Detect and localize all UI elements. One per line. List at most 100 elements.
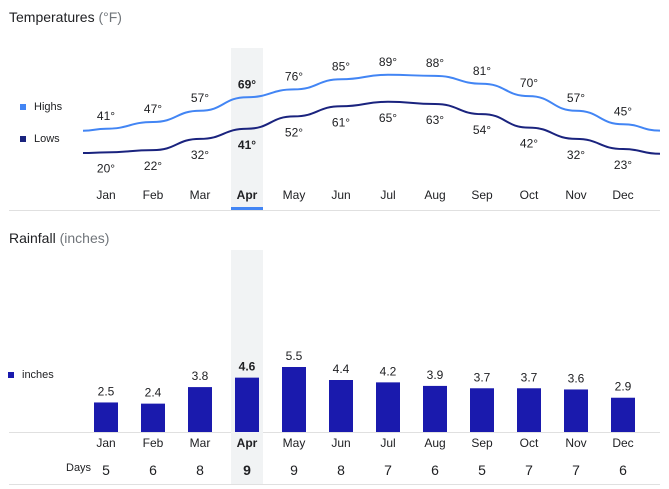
- lows-label-nov: 32°: [567, 148, 585, 162]
- rainfall-month-label-sep: Sep: [471, 436, 493, 450]
- temperature-month-label-jun: Jun: [331, 188, 350, 202]
- rainfall-value-jan: 2.5: [98, 384, 115, 398]
- rainfall-bar-jan: [94, 402, 118, 432]
- lows-label-aug: 63°: [426, 113, 444, 127]
- rain-days-aug: 6: [431, 462, 439, 478]
- rainfall-bar-feb: [141, 403, 165, 432]
- legend-lows: Lows: [20, 133, 60, 145]
- highs-label-jul: 89°: [379, 55, 397, 69]
- temperature-month-label-dec: Dec: [612, 188, 633, 202]
- rainfall-value-nov: 3.6: [568, 371, 585, 385]
- rainfall-month-label-mar: Mar: [190, 436, 211, 450]
- lows-label-jun: 61°: [332, 115, 350, 129]
- rainfall-bar-jun: [329, 380, 353, 432]
- rainfall-bar-jul: [376, 382, 400, 432]
- highs-label-sep: 81°: [473, 64, 491, 78]
- rainfall-month-label-jun: Jun: [331, 436, 350, 450]
- rainfall-value-may: 5.5: [286, 349, 303, 363]
- selected-column-rainfall: [231, 250, 263, 485]
- temperature-month-label-nov: Nov: [565, 188, 586, 202]
- highs-label-oct: 70°: [520, 76, 538, 90]
- legend-rainfall-swatch: [8, 372, 14, 378]
- lows-label-dec: 23°: [614, 158, 632, 172]
- temperature-month-label-jan: Jan: [96, 188, 115, 202]
- legend-rainfall: inches: [8, 369, 54, 381]
- rainfall-value-dec: 2.9: [615, 380, 632, 394]
- selected-month-indicator: [231, 207, 263, 210]
- lows-label-jul: 65°: [379, 111, 397, 125]
- highs-label-mar: 57°: [191, 91, 209, 105]
- highs-label-nov: 57°: [567, 91, 585, 105]
- highs-label-jan: 41°: [97, 109, 115, 123]
- rainfall-bar-may: [282, 367, 306, 432]
- rainfall-value-jun: 4.4: [333, 362, 350, 376]
- temperature-month-label-mar: Mar: [190, 188, 211, 202]
- rainfall-month-label-jul: Jul: [380, 436, 395, 450]
- rainfall-value-apr: 4.6: [239, 360, 256, 374]
- rainfall-value-aug: 3.9: [427, 368, 444, 382]
- rainfall-month-label-may: May: [283, 436, 306, 450]
- temperature-month-label-oct: Oct: [520, 188, 539, 202]
- rainfall-month-label-jan: Jan: [96, 436, 115, 450]
- rain-days-oct: 7: [525, 462, 533, 478]
- temperature-unit: (°F): [98, 9, 122, 25]
- legend-lows-swatch: [20, 136, 26, 142]
- lows-label-feb: 22°: [144, 159, 162, 173]
- rain-days-jan: 5: [102, 462, 110, 478]
- rainfall-month-label-oct: Oct: [520, 436, 539, 450]
- highs-label-may: 76°: [285, 69, 303, 83]
- lows-label-apr: 41°: [238, 138, 256, 152]
- rain-days-jul: 7: [384, 462, 392, 478]
- rainfall-month-label-apr: Apr: [237, 436, 258, 450]
- temperature-month-label-sep: Sep: [471, 188, 493, 202]
- rainfall-title-text: Rainfall: [9, 230, 56, 246]
- temperature-title-text: Temperatures: [9, 9, 95, 25]
- rainfall-bar-dec: [611, 397, 635, 432]
- rainfall-bar-sep: [470, 388, 494, 432]
- rainfall-value-sep: 3.7: [474, 370, 491, 384]
- legend-highs-swatch: [20, 104, 26, 110]
- rain-days-sep: 5: [478, 462, 486, 478]
- legend-rainfall-label: inches: [22, 369, 54, 381]
- rain-days-nov: 7: [572, 462, 580, 478]
- legend-lows-label: Lows: [34, 133, 60, 145]
- rainfall-month-label-dec: Dec: [612, 436, 633, 450]
- temperature-title: Temperatures (°F): [9, 9, 122, 25]
- rainfall-month-label-aug: Aug: [424, 436, 445, 450]
- lows-line: [82, 100, 661, 155]
- rainfall-value-jul: 4.2: [380, 364, 397, 378]
- days-row-label: Days: [66, 462, 92, 474]
- highs-label-feb: 47°: [144, 102, 162, 116]
- rainfall-value-feb: 2.4: [145, 386, 162, 400]
- lows-label-mar: 32°: [191, 148, 209, 162]
- bottom-divider: [9, 484, 660, 485]
- lows-label-oct: 42°: [520, 137, 538, 151]
- rain-days-may: 9: [290, 462, 298, 478]
- highs-label-jun: 85°: [332, 59, 350, 73]
- rainfall-bar-aug: [423, 385, 447, 432]
- rainfall-unit: (inches): [59, 230, 110, 246]
- rainfall-bar-apr: [235, 377, 259, 432]
- highs-label-apr: 69°: [238, 77, 256, 91]
- lows-label-jan: 20°: [97, 161, 115, 175]
- temperature-month-label-may: May: [283, 188, 306, 202]
- highs-line: [82, 73, 661, 132]
- rain-days-apr: 9: [243, 462, 251, 478]
- lows-label-may: 52°: [285, 125, 303, 139]
- rainfall-value-mar: 3.8: [192, 369, 209, 383]
- temperature-month-label-feb: Feb: [143, 188, 164, 202]
- legend-highs-label: Highs: [34, 101, 63, 113]
- rainfall-divider: [9, 432, 660, 433]
- highs-label-dec: 45°: [614, 104, 632, 118]
- rainfall-title: Rainfall (inches): [9, 230, 109, 246]
- rainfall-month-label-feb: Feb: [143, 436, 164, 450]
- rainfall-bar-oct: [517, 388, 541, 432]
- rainfall-value-oct: 3.7: [521, 370, 538, 384]
- temperature-month-label-apr: Apr: [237, 188, 258, 202]
- legend-highs: Highs: [20, 101, 62, 113]
- rainfall-bar-mar: [188, 387, 212, 432]
- highs-label-aug: 88°: [426, 56, 444, 70]
- temperature-month-label-aug: Aug: [424, 188, 445, 202]
- rainfall-bar-nov: [564, 389, 588, 432]
